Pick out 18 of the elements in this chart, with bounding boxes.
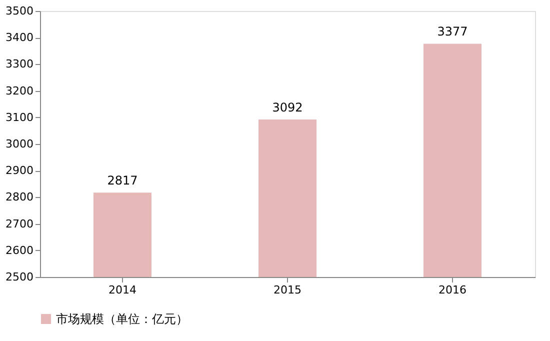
y-tick-label: 2600 xyxy=(6,244,34,257)
y-tick-label: 2500 xyxy=(6,270,34,284)
x-tick-label: 2015 xyxy=(274,284,302,296)
data-label: 3092 xyxy=(272,100,303,115)
x-tick-label: 2016 xyxy=(438,284,466,296)
y-tick-label: 3100 xyxy=(6,110,34,124)
data-label: 3377 xyxy=(437,24,468,39)
x-tick-label: 2014 xyxy=(108,284,136,296)
data-label: 2817 xyxy=(107,174,138,188)
legend-label: 市场规模（单位：亿元） xyxy=(56,312,188,326)
y-tick-label: 3200 xyxy=(6,84,34,98)
y-tick-label: 3300 xyxy=(6,58,34,71)
y-tick-label: 3000 xyxy=(6,138,34,150)
y-tick-label: 2900 xyxy=(6,164,34,178)
y-tick-label: 3400 xyxy=(6,31,34,44)
y-tick-label: 3500 xyxy=(6,4,34,18)
y-tick-label: 2700 xyxy=(6,217,34,230)
y-tick-label: 2800 xyxy=(6,190,34,204)
